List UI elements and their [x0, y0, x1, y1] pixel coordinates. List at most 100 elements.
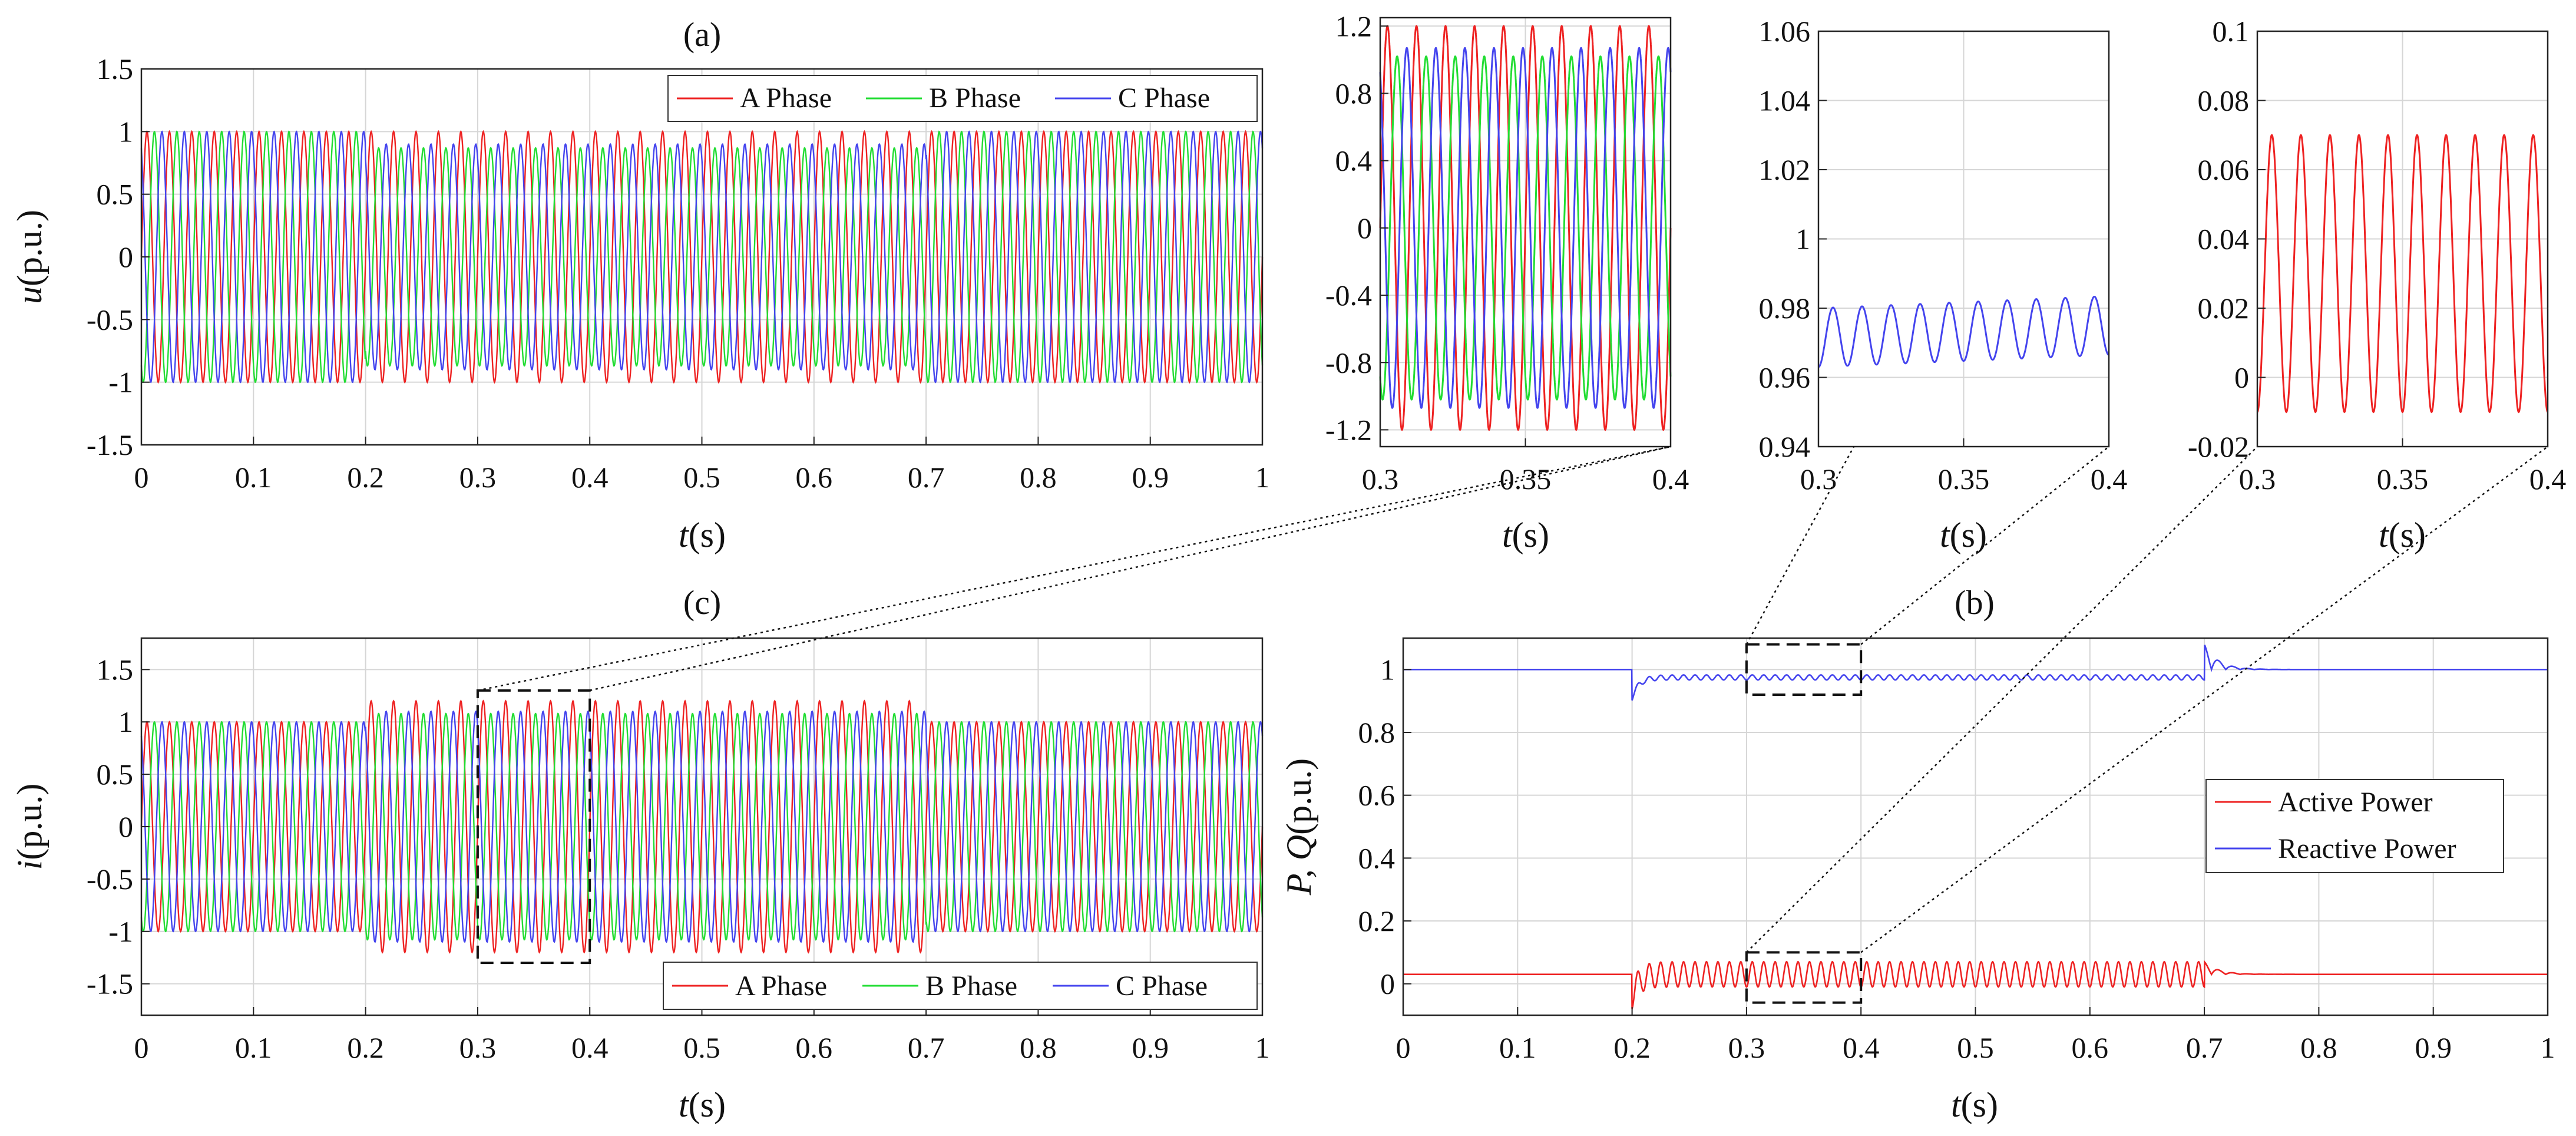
series-line-a — [140, 130, 1264, 384]
x-tick-label: 0.7 — [908, 1031, 945, 1064]
x-tick-label: 0.4 — [1652, 463, 1689, 496]
ticks: 0.3 0.35 0.4 -1.2 -0.8 -0.4 0 0.4 0.8 1.2 — [1325, 9, 1689, 496]
x-axis-label: t(s) — [1940, 516, 1987, 554]
x-tick-label: 0.4 — [1843, 1031, 1880, 1064]
y-tick-label: 0 — [118, 240, 133, 273]
panel-zoom-active-power: 0.3 0.35 0.4 -0.02 0 0.02 0.04 0.06 0.08 0.1 t(s) — [2188, 15, 2566, 554]
x-tick-label: 0.6 — [796, 461, 833, 494]
legend-label-a: A Phase — [740, 82, 832, 114]
x-tick-label: 0.2 — [347, 461, 384, 494]
x-tick-label: 0.2 — [1613, 1031, 1651, 1064]
y-tick-label: 1 — [118, 705, 133, 738]
y-tick-label: 1.04 — [1759, 84, 1811, 117]
y-tick-label: 1 — [1380, 653, 1395, 686]
x-tick-label: 0.6 — [2072, 1031, 2109, 1064]
panel-b-power: (b) 0 0.1 0.2 0.3 0.4 0.5 0.6 0.7 0.8 0.9 1 0 0.2 0.4… — [1279, 583, 2555, 1124]
x-tick-label: 0.1 — [235, 461, 272, 494]
x-tick-label: 0.8 — [1020, 1031, 1057, 1064]
x-tick-label: 0 — [1396, 1031, 1411, 1064]
y-tick-label: 0.08 — [2198, 84, 2250, 117]
zoom-connector-line — [1746, 446, 2258, 953]
x-tick-label: 0.5 — [683, 461, 720, 494]
x-tick-label: 0.35 — [1938, 463, 1990, 496]
y-tick-label: 0.02 — [2198, 292, 2250, 325]
x-tick-label: 0.35 — [1500, 463, 1552, 496]
series-line — [2256, 134, 2549, 414]
y-tick-label: 0.04 — [2198, 223, 2250, 256]
legend-label-active: Active Power — [2278, 787, 2433, 818]
series-line-a — [1379, 25, 1672, 431]
x-axis-label: t(s) — [1951, 1085, 1998, 1124]
zoom-connector-line — [477, 445, 1671, 692]
y-tick-label: 0.6 — [1358, 779, 1396, 812]
zoom-connector-line — [1860, 445, 2548, 953]
ticks: 0 0.1 0.2 0.3 0.4 0.5 0.6 0.7 0.8 0.9 1 -1.5 -1 -0.5 0… — [87, 653, 1270, 1064]
series-group — [140, 130, 1264, 384]
x-tick-label: 0.8 — [2300, 1031, 2337, 1064]
x-tick-label: 0.9 — [1132, 1031, 1169, 1064]
panel-a-voltage: (a) 0 0.1 0.2 0.3 0.4 0.5 0.6 0.7 0.8 0.9 1 -1.5 -1 -… — [10, 15, 1270, 554]
x-tick-label: 0.9 — [1132, 461, 1169, 494]
panel-zoom-voltage: 0.3 0.35 0.4 -1.2 -0.8 -0.4 0 0.4 0.8 1.2 t(s) — [1325, 9, 1689, 554]
x-tick-label: 0 — [134, 1031, 149, 1064]
panel-title: (c) — [683, 583, 721, 622]
x-tick-label: 0.4 — [2529, 463, 2567, 496]
panel-title: (a) — [683, 15, 721, 54]
ticks: 0.3 0.35 0.4 0.94 0.96 0.98 1 1.02 1.04 1.06 — [1759, 15, 2128, 496]
legend-label-a: A Phase — [735, 970, 827, 1002]
y-tick-label: 1.5 — [97, 52, 134, 85]
x-tick-label: 0.2 — [347, 1031, 384, 1064]
y-tick-label: 0.5 — [97, 178, 134, 211]
legend: Active Power Reactive Power — [2205, 779, 2504, 873]
series-line-b — [140, 130, 1264, 384]
x-tick-label: 0.1 — [1499, 1031, 1536, 1064]
x-tick-label: 0.3 — [1800, 463, 1837, 496]
x-tick-label: 0.4 — [571, 461, 609, 494]
series-line-c — [140, 130, 1264, 384]
series-group — [1403, 645, 2548, 1009]
legend-label-c: C Phase — [1118, 82, 1210, 114]
y-tick-label: 1.5 — [97, 653, 134, 686]
legend-box — [667, 75, 1258, 122]
legend: A Phase B Phase C Phase — [663, 962, 1258, 1010]
panel-c-current: (c) 0 0.1 0.2 0.3 0.4 0.5 0.6 0.7 0.8 0.9 1 -1.5 -1 -… — [10, 583, 1270, 1124]
x-tick-label: 0.35 — [2377, 463, 2429, 496]
y-tick-label: 0.98 — [1759, 292, 1811, 325]
x-tick-label: 0.3 — [459, 1031, 497, 1064]
series-group — [1818, 296, 2109, 368]
zoom-connector-lines — [477, 445, 2548, 953]
y-tick-label: 0 — [1357, 212, 1372, 245]
series-line-c — [1379, 47, 1672, 409]
y-tick-label: 0.5 — [97, 758, 134, 791]
y-tick-label: 0 — [1380, 967, 1395, 1000]
ticks: 0 0.1 0.2 0.3 0.4 0.5 0.6 0.7 0.8 0.9 1 -1.5 -1 -0.5 0… — [87, 52, 1270, 494]
series-group — [2256, 134, 2549, 414]
panel-title: (b) — [1955, 583, 1995, 622]
x-tick-label: 0.7 — [2186, 1031, 2223, 1064]
x-tick-label: 0.3 — [2239, 463, 2276, 496]
x-axis-label: t(s) — [1502, 516, 1549, 554]
y-tick-label: 0.8 — [1358, 716, 1396, 749]
zoom-box-reactive — [1745, 643, 1863, 696]
x-tick-label: 1 — [2541, 1031, 2555, 1064]
zoom-box-current — [476, 689, 591, 965]
legend-box — [2205, 779, 2504, 873]
series-line-c — [140, 710, 1264, 943]
ticks: 0.3 0.35 0.4 -0.02 0 0.02 0.04 0.06 0.08 0.1 — [2188, 15, 2566, 496]
x-tick-label: 0.3 — [459, 461, 497, 494]
y-tick-label: 1.02 — [1759, 153, 1811, 186]
zoom-connector-line — [589, 445, 1671, 692]
y-tick-label: -0.02 — [2188, 430, 2249, 463]
x-tick-label: 0.1 — [235, 1031, 272, 1064]
y-tick-label: 0 — [118, 810, 133, 843]
series-group — [140, 699, 1264, 954]
y-tick-label: 1 — [118, 115, 133, 148]
y-tick-label: -0.8 — [1325, 346, 1372, 379]
x-axis-label: t(s) — [2379, 516, 2426, 554]
y-tick-label: -1.5 — [87, 967, 133, 1000]
legend-box — [663, 962, 1258, 1010]
y-tick-label: 0.2 — [1358, 904, 1396, 937]
x-tick-label: 0.6 — [796, 1031, 833, 1064]
x-tick-label: 0.8 — [1020, 461, 1057, 494]
